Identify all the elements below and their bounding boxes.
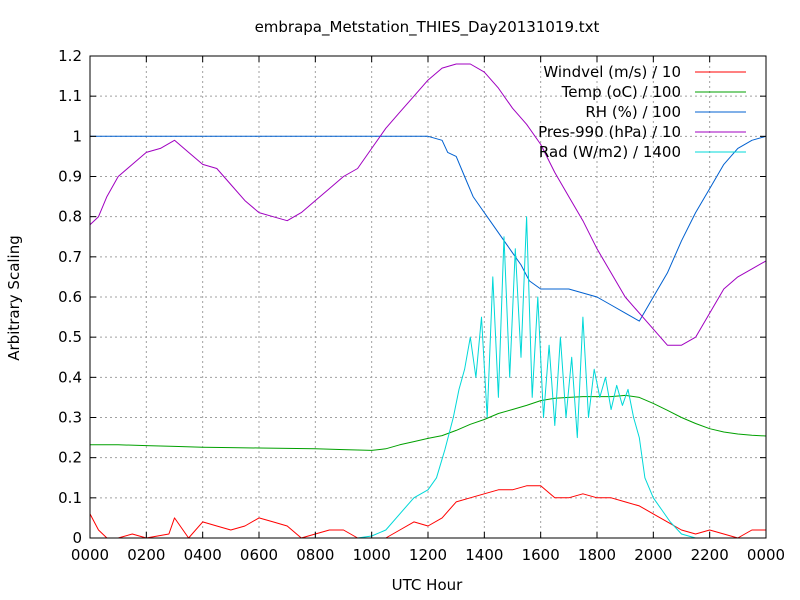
x-tick-label: 2200 — [691, 546, 729, 564]
legend-label: Windvel (m/s) / 10 — [543, 63, 681, 81]
x-tick-label: 1200 — [409, 546, 447, 564]
y-tick-label: 0 — [72, 529, 82, 547]
y-tick-label: 0.2 — [58, 449, 82, 467]
y-tick-label: 0.5 — [58, 328, 82, 346]
x-tick-label: 1600 — [522, 546, 560, 564]
x-tick-label: 0000 — [71, 546, 109, 564]
series-line-3 — [89, 63, 767, 346]
ticks: 0 0.1 0.2 0.3 0.4 0.5 0.6 0.7 0.8 0.9 1 1.1 1.2 0000 0… — [58, 47, 785, 564]
y-tick-label: 0.9 — [58, 168, 82, 186]
legend: Windvel (m/s) / 10 Temp (oC) / 100 RH (%) … — [538, 63, 746, 161]
legend-label: Temp (oC) / 100 — [561, 83, 681, 101]
x-tick-label: 2000 — [634, 546, 672, 564]
series-line-0 — [89, 485, 766, 539]
x-axis-label: UTC Hour — [392, 576, 463, 594]
legend-label: Pres-990 (hPa) / 10 — [538, 123, 681, 141]
x-tick-label: 0200 — [127, 546, 165, 564]
x-tick-label: 1800 — [578, 546, 616, 564]
y-tick-label: 0.6 — [58, 288, 82, 306]
legend-label: RH (%) / 100 — [585, 103, 681, 121]
y-tick-label: 0.8 — [58, 208, 82, 226]
y-tick-label: 1.1 — [58, 87, 82, 105]
x-tick-label: 0000 — [747, 546, 785, 564]
chart-title: embrapa_Metstation_THIES_Day20131019.txt — [255, 18, 600, 37]
y-tick-label: 1.2 — [58, 47, 82, 65]
y-tick-label: 0.3 — [58, 409, 82, 427]
y-tick-label: 1 — [72, 127, 82, 145]
y-axis-label: Arbitrary Scaling — [5, 235, 23, 361]
y-tick-label: 0.7 — [58, 248, 82, 266]
legend-label: Rad (W/m2) / 1400 — [539, 143, 681, 161]
x-tick-label: 0400 — [184, 546, 222, 564]
y-tick-label: 0.1 — [58, 489, 82, 507]
x-tick-label: 0600 — [240, 546, 278, 564]
series-line-4 — [90, 216, 766, 539]
x-tick-label: 0800 — [296, 546, 334, 564]
y-tick-label: 0.4 — [58, 368, 82, 386]
series-line-2 — [90, 135, 767, 322]
series-group — [89, 63, 767, 539]
x-tick-label: 1000 — [353, 546, 391, 564]
x-tick-label: 1400 — [465, 546, 503, 564]
series-line-1 — [90, 394, 767, 451]
